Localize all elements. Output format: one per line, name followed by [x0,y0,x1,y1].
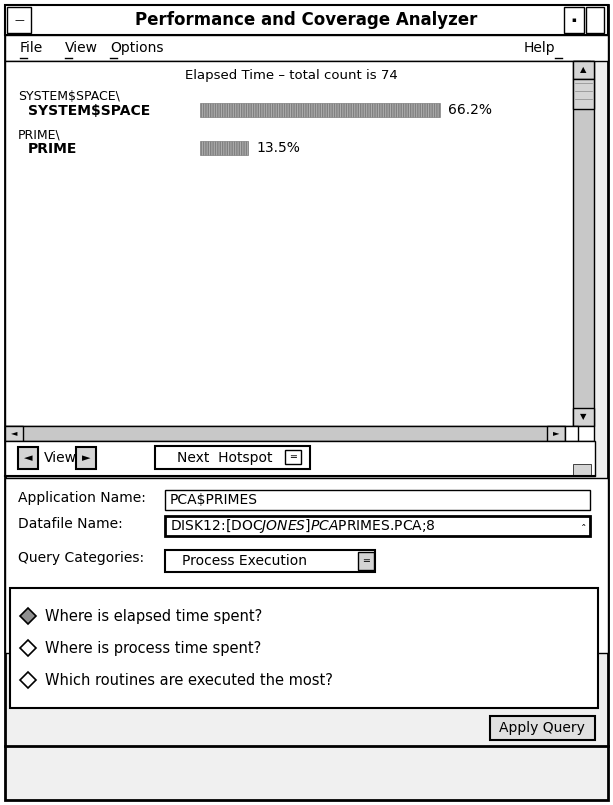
Bar [76,447,96,469]
Bar [573,426,594,441]
Bar [155,446,310,469]
Bar [165,516,590,536]
Bar [547,426,565,441]
Bar [5,426,23,441]
Bar [565,426,578,441]
Bar [358,552,374,570]
Text: 66.2%: 66.2% [448,103,492,117]
Bar [165,550,375,572]
Text: Apply Query: Apply Query [499,721,585,735]
Text: SYSTEM$SPACE: SYSTEM$SPACE [28,104,150,118]
Text: Process Execution: Process Execution [183,554,308,568]
Bar [5,478,608,653]
Polygon shape [20,672,36,688]
Bar [573,79,594,109]
Text: Datafile Name:: Datafile Name: [18,517,123,531]
Bar [573,408,594,426]
Text: Performance and Coverage Analyzer: Performance and Coverage Analyzer [135,11,477,29]
Bar [200,141,248,155]
Text: Elapsed Time – total count is 74: Elapsed Time – total count is 74 [185,68,397,81]
Text: SYSTEM$SPACE\: SYSTEM$SPACE\ [18,90,120,104]
Text: Query Categories:: Query Categories: [18,551,144,565]
Text: 13.5%: 13.5% [256,141,300,155]
Bar [5,35,608,61]
Text: Where is process time spent?: Where is process time spent? [45,641,261,655]
Text: DISK12:[DOC$JONES]PCA$PRIMES.PCA;8: DISK12:[DOC$JONES]PCA$PRIMES.PCA;8 [170,517,436,535]
Bar [18,447,38,469]
Text: —: — [14,15,24,25]
Text: File: File [20,41,44,55]
Bar [200,103,440,117]
Text: View: View [44,451,77,465]
Bar [165,490,590,510]
Text: ═: ═ [290,452,296,462]
Bar [5,441,595,476]
Text: Next  Hotspot: Next Hotspot [177,451,273,465]
Bar [564,7,584,33]
Bar [10,588,598,708]
Bar [586,7,604,33]
Text: Which routines are executed the most?: Which routines are executed the most? [45,672,333,687]
Bar [490,716,595,740]
Bar [573,61,594,79]
Text: ▲: ▲ [580,65,586,75]
Text: ▼: ▼ [580,412,586,422]
Text: ═: ═ [363,556,369,566]
Text: ►: ► [553,428,559,437]
Text: View: View [65,41,98,55]
Text: Where is elapsed time spent?: Where is elapsed time spent? [45,609,262,624]
Text: ◄: ◄ [24,453,32,463]
Text: PRIME: PRIME [28,142,77,156]
Text: ◄: ◄ [11,428,17,437]
Text: ▪: ▪ [572,17,576,23]
Polygon shape [20,608,36,624]
Text: ►: ► [82,453,90,463]
Text: PRIME\: PRIME\ [18,129,61,142]
Text: Help: Help [524,41,555,55]
Bar [7,7,31,33]
Polygon shape [20,640,36,656]
Bar [5,61,590,426]
Bar [573,61,594,426]
Text: PCA$PRIMES: PCA$PRIMES [170,493,258,507]
Bar [5,5,608,35]
Bar [285,450,301,464]
Bar [573,464,591,476]
Bar [5,426,565,441]
Text: Application Name:: Application Name: [18,491,146,505]
Text: ˆ: ˆ [581,525,587,535]
Text: Options: Options [110,41,164,55]
